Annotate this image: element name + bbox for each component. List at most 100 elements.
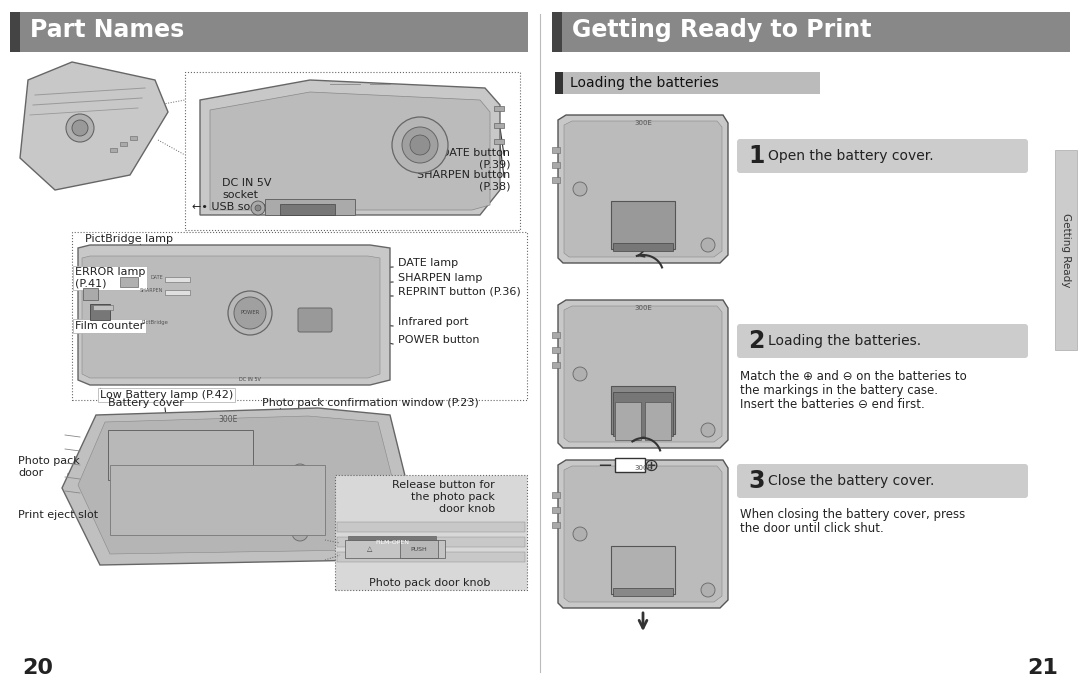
Polygon shape [78,416,394,554]
Bar [552,332,561,338]
Bar [400,540,438,558]
Circle shape [228,291,272,335]
Text: DC IN 5V: DC IN 5V [239,377,261,382]
Text: 300E: 300E [634,120,652,126]
Text: Battery cover: Battery cover [108,398,184,408]
Circle shape [72,120,87,136]
Text: Insert the batteries ⊖ end first.: Insert the batteries ⊖ end first. [740,398,924,411]
Text: 1: 1 [748,144,765,168]
Text: Open the battery cover.: Open the battery cover. [768,149,933,163]
Text: Print eject slot: Print eject slot [18,510,98,520]
Text: Film counter: Film counter [75,321,145,331]
Bar [93,305,113,310]
Bar [552,177,561,183]
Bar [611,386,675,434]
Polygon shape [200,80,500,215]
Text: the markings in the battery case.: the markings in the battery case. [740,384,939,397]
Circle shape [701,423,715,437]
Circle shape [701,238,715,252]
Bar [552,492,561,498]
Bar [10,12,528,52]
Text: 300E: 300E [634,465,652,471]
Bar [552,12,1070,52]
Text: −: − [597,457,612,475]
Text: Photo pack
door: Photo pack door [18,456,80,478]
Polygon shape [564,306,723,442]
Bar [280,204,335,215]
Text: 300E: 300E [634,305,652,311]
Circle shape [701,583,715,597]
Text: Getting Ready: Getting Ready [1061,212,1071,287]
Bar [90,304,110,320]
Circle shape [573,527,588,541]
Text: 300E: 300E [218,415,238,424]
Bar [611,201,675,249]
FancyBboxPatch shape [737,324,1028,358]
Bar [645,402,671,440]
Text: Close the battery cover.: Close the battery cover. [768,474,934,488]
Circle shape [255,205,261,211]
Bar [165,277,190,282]
Text: POWER: POWER [241,311,259,315]
Text: 3: 3 [748,469,765,493]
Bar [494,139,504,144]
Bar [552,522,561,528]
Text: Match the ⊕ and ⊖ on the batteries to: Match the ⊕ and ⊖ on the batteries to [740,370,967,383]
Text: PictBridge: PictBridge [141,320,168,325]
Text: When closing the battery cover, press: When closing the battery cover, press [740,508,966,521]
Circle shape [573,182,588,196]
FancyBboxPatch shape [737,139,1028,173]
Bar [120,277,138,287]
Text: PictBridge lamp: PictBridge lamp [85,234,173,244]
Text: ERROR lamp
(P.41): ERROR lamp (P.41) [75,267,146,289]
Polygon shape [210,92,490,210]
Text: ←• USB socket ―: ←• USB socket ― [192,202,288,212]
Text: 2: 2 [748,329,765,353]
Bar [552,147,561,153]
Text: Photo pack door knob: Photo pack door knob [369,578,490,588]
Text: DATE: DATE [150,275,163,280]
Circle shape [392,117,448,173]
Polygon shape [558,300,728,448]
Bar [120,142,127,146]
Polygon shape [564,121,723,257]
Bar [615,402,642,440]
Bar [10,12,21,52]
Bar [555,72,563,94]
Bar [552,12,562,52]
Bar [185,72,519,230]
Text: SHARPEN button
(P.38): SHARPEN button (P.38) [417,170,510,191]
Circle shape [251,201,265,215]
Bar [108,430,253,480]
Bar [552,362,561,368]
Bar [130,136,137,140]
Text: PUSH: PUSH [410,547,428,552]
Text: ⊕: ⊕ [644,457,659,475]
Text: 21: 21 [1027,658,1058,678]
Polygon shape [558,115,728,263]
Polygon shape [558,460,728,608]
Bar [348,536,436,548]
Text: Low Battery lamp (P.42): Low Battery lamp (P.42) [100,390,233,400]
Text: REPRINT button (P.36): REPRINT button (P.36) [399,287,521,297]
Bar [337,552,525,562]
Text: SHARPEN: SHARPEN [139,288,163,293]
Bar [552,507,561,513]
Text: POWER button: POWER button [399,335,480,345]
Bar [494,106,504,111]
Circle shape [66,114,94,142]
Bar [110,465,325,535]
Bar [1055,150,1077,350]
Bar [552,162,561,168]
Bar [337,522,525,532]
Bar [615,458,645,472]
Text: 20: 20 [22,658,53,678]
Circle shape [573,367,588,381]
Text: Infrared port: Infrared port [399,317,469,327]
Text: the door until click shut.: the door until click shut. [740,522,883,535]
Text: △: △ [367,546,373,552]
Polygon shape [78,245,390,385]
Bar [345,540,445,558]
Text: DATE button
(P.39): DATE button (P.39) [441,148,510,170]
Bar [335,475,527,590]
